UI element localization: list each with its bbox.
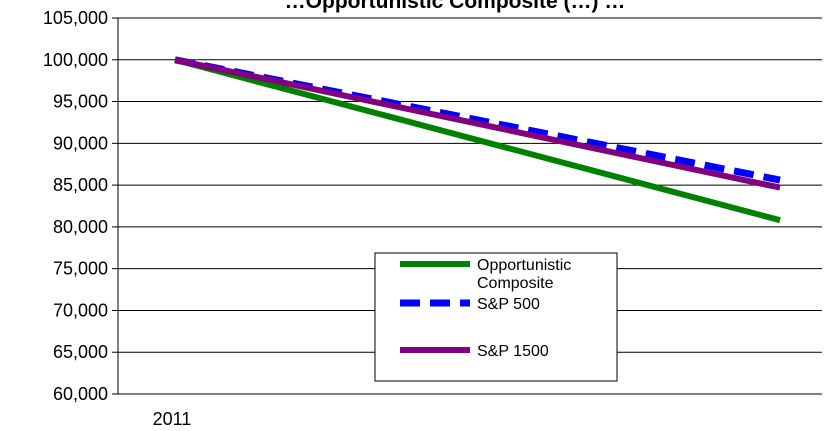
y-tick-label: 90,000 (53, 133, 108, 153)
y-tick-label: 85,000 (53, 175, 108, 195)
y-tick-label: 100,000 (43, 50, 108, 70)
legend-label-opportunistic-composite: Opportunistic Composite (477, 257, 576, 292)
y-tick-label: 95,000 (53, 92, 108, 112)
legend-label-opportunistic-composite-line2: Composite (477, 275, 554, 292)
legend-label-sp1500: S&P 1500 (477, 343, 549, 360)
y-tick-label: 60,000 (53, 384, 108, 404)
y-tick-label: 80,000 (53, 217, 108, 237)
y-tick-label: 75,000 (53, 259, 108, 279)
series-line-s-p-1500 (174, 56, 781, 191)
series-line-opportunistic-composite (174, 56, 781, 224)
axes: 105,000 100,000 95,000 90,000 85,000 80,000 75… (43, 8, 822, 429)
x-tick-label: 2011 (153, 409, 192, 429)
y-tick-label: 65,000 (53, 342, 108, 362)
legend: Opportunistic Composite S&P 500 S&P 1500 (374, 252, 618, 382)
series-lines (174, 56, 781, 224)
legend-label-opportunistic-composite-line1: Opportunistic (477, 257, 571, 274)
legend-box (374, 252, 618, 382)
y-tick-label: 70,000 (53, 300, 108, 320)
legend-label-sp500: S&P 500 (477, 296, 540, 313)
y-tick-label: 105,000 (43, 8, 108, 28)
chart-title: …Opportunistic Composite (…) … (285, 0, 626, 13)
